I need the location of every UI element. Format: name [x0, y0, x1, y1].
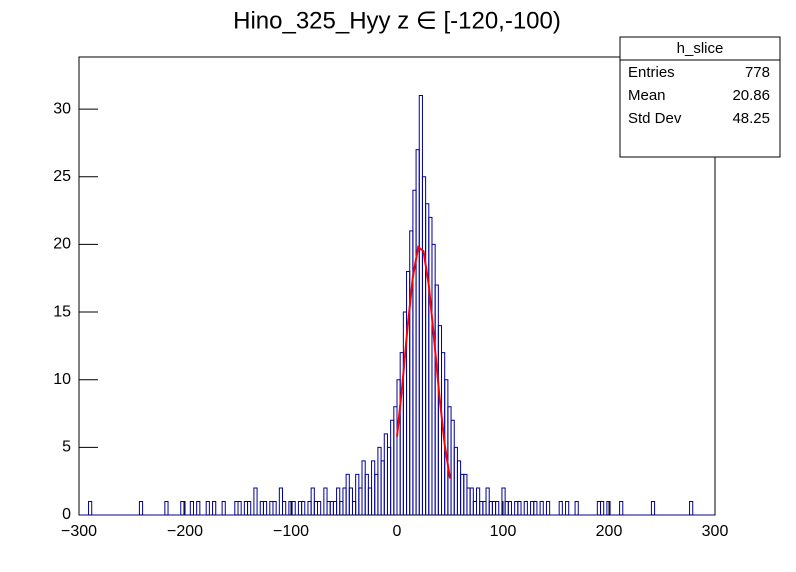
bin [138, 500, 144, 515]
bin [619, 500, 624, 515]
bin [317, 500, 322, 515]
bin [517, 500, 522, 515]
x-tick-label: −200 [167, 523, 203, 540]
bin [205, 500, 210, 515]
bin [282, 500, 287, 515]
y-tick-label: 30 [53, 100, 71, 117]
y-tick-label: 10 [53, 371, 71, 388]
stats-value: 778 [745, 64, 770, 81]
y-tick-label: 20 [53, 236, 71, 253]
stats-label: Mean [628, 87, 666, 104]
bin [272, 500, 277, 515]
bin [262, 500, 268, 515]
x-tick-label: 300 [702, 523, 729, 540]
bin [180, 500, 185, 515]
bin [565, 500, 570, 515]
bin [533, 500, 538, 515]
stats-title: h_slice [677, 40, 724, 57]
y-tick-label: 0 [62, 506, 71, 523]
bin [523, 500, 528, 515]
x-tick-label: −100 [273, 523, 309, 540]
bin [291, 500, 296, 515]
bin [689, 500, 694, 515]
bin [189, 500, 194, 515]
bin [606, 500, 611, 515]
bin [539, 500, 544, 515]
x-tick-label: −300 [61, 523, 97, 540]
bin [545, 500, 551, 515]
bin [507, 500, 512, 515]
stats-label: Entries [628, 64, 675, 81]
y-tick-label: 15 [53, 303, 71, 320]
bin [600, 500, 605, 515]
stats-value: 20.86 [732, 87, 770, 104]
bin [495, 500, 500, 515]
fit-curve [396, 245, 451, 479]
bin [221, 500, 226, 515]
bin [88, 500, 93, 515]
x-tick-label: 200 [596, 523, 623, 540]
bin [558, 500, 563, 515]
stats-label: Std Dev [628, 110, 682, 127]
y-tick-label: 5 [62, 439, 71, 456]
x-tick-label: 100 [490, 523, 517, 540]
bin [574, 500, 579, 515]
x-tick-label: 0 [393, 523, 402, 540]
bin [164, 500, 169, 515]
bin [301, 500, 306, 515]
bin [237, 500, 242, 515]
bin [196, 500, 201, 515]
bin [253, 487, 258, 515]
stats-box: h_slice Entries 778 Mean 20.86 Std Dev 48.25 [619, 36, 781, 158]
bin [247, 500, 252, 515]
bin [212, 500, 217, 515]
stats-frame [619, 36, 781, 158]
stats-value: 48.25 [732, 110, 770, 127]
y-tick-label: 25 [53, 168, 71, 185]
bin [650, 500, 656, 515]
chart-title: Hino_325_Hyy z ∈ [-120,-100) [233, 7, 561, 34]
